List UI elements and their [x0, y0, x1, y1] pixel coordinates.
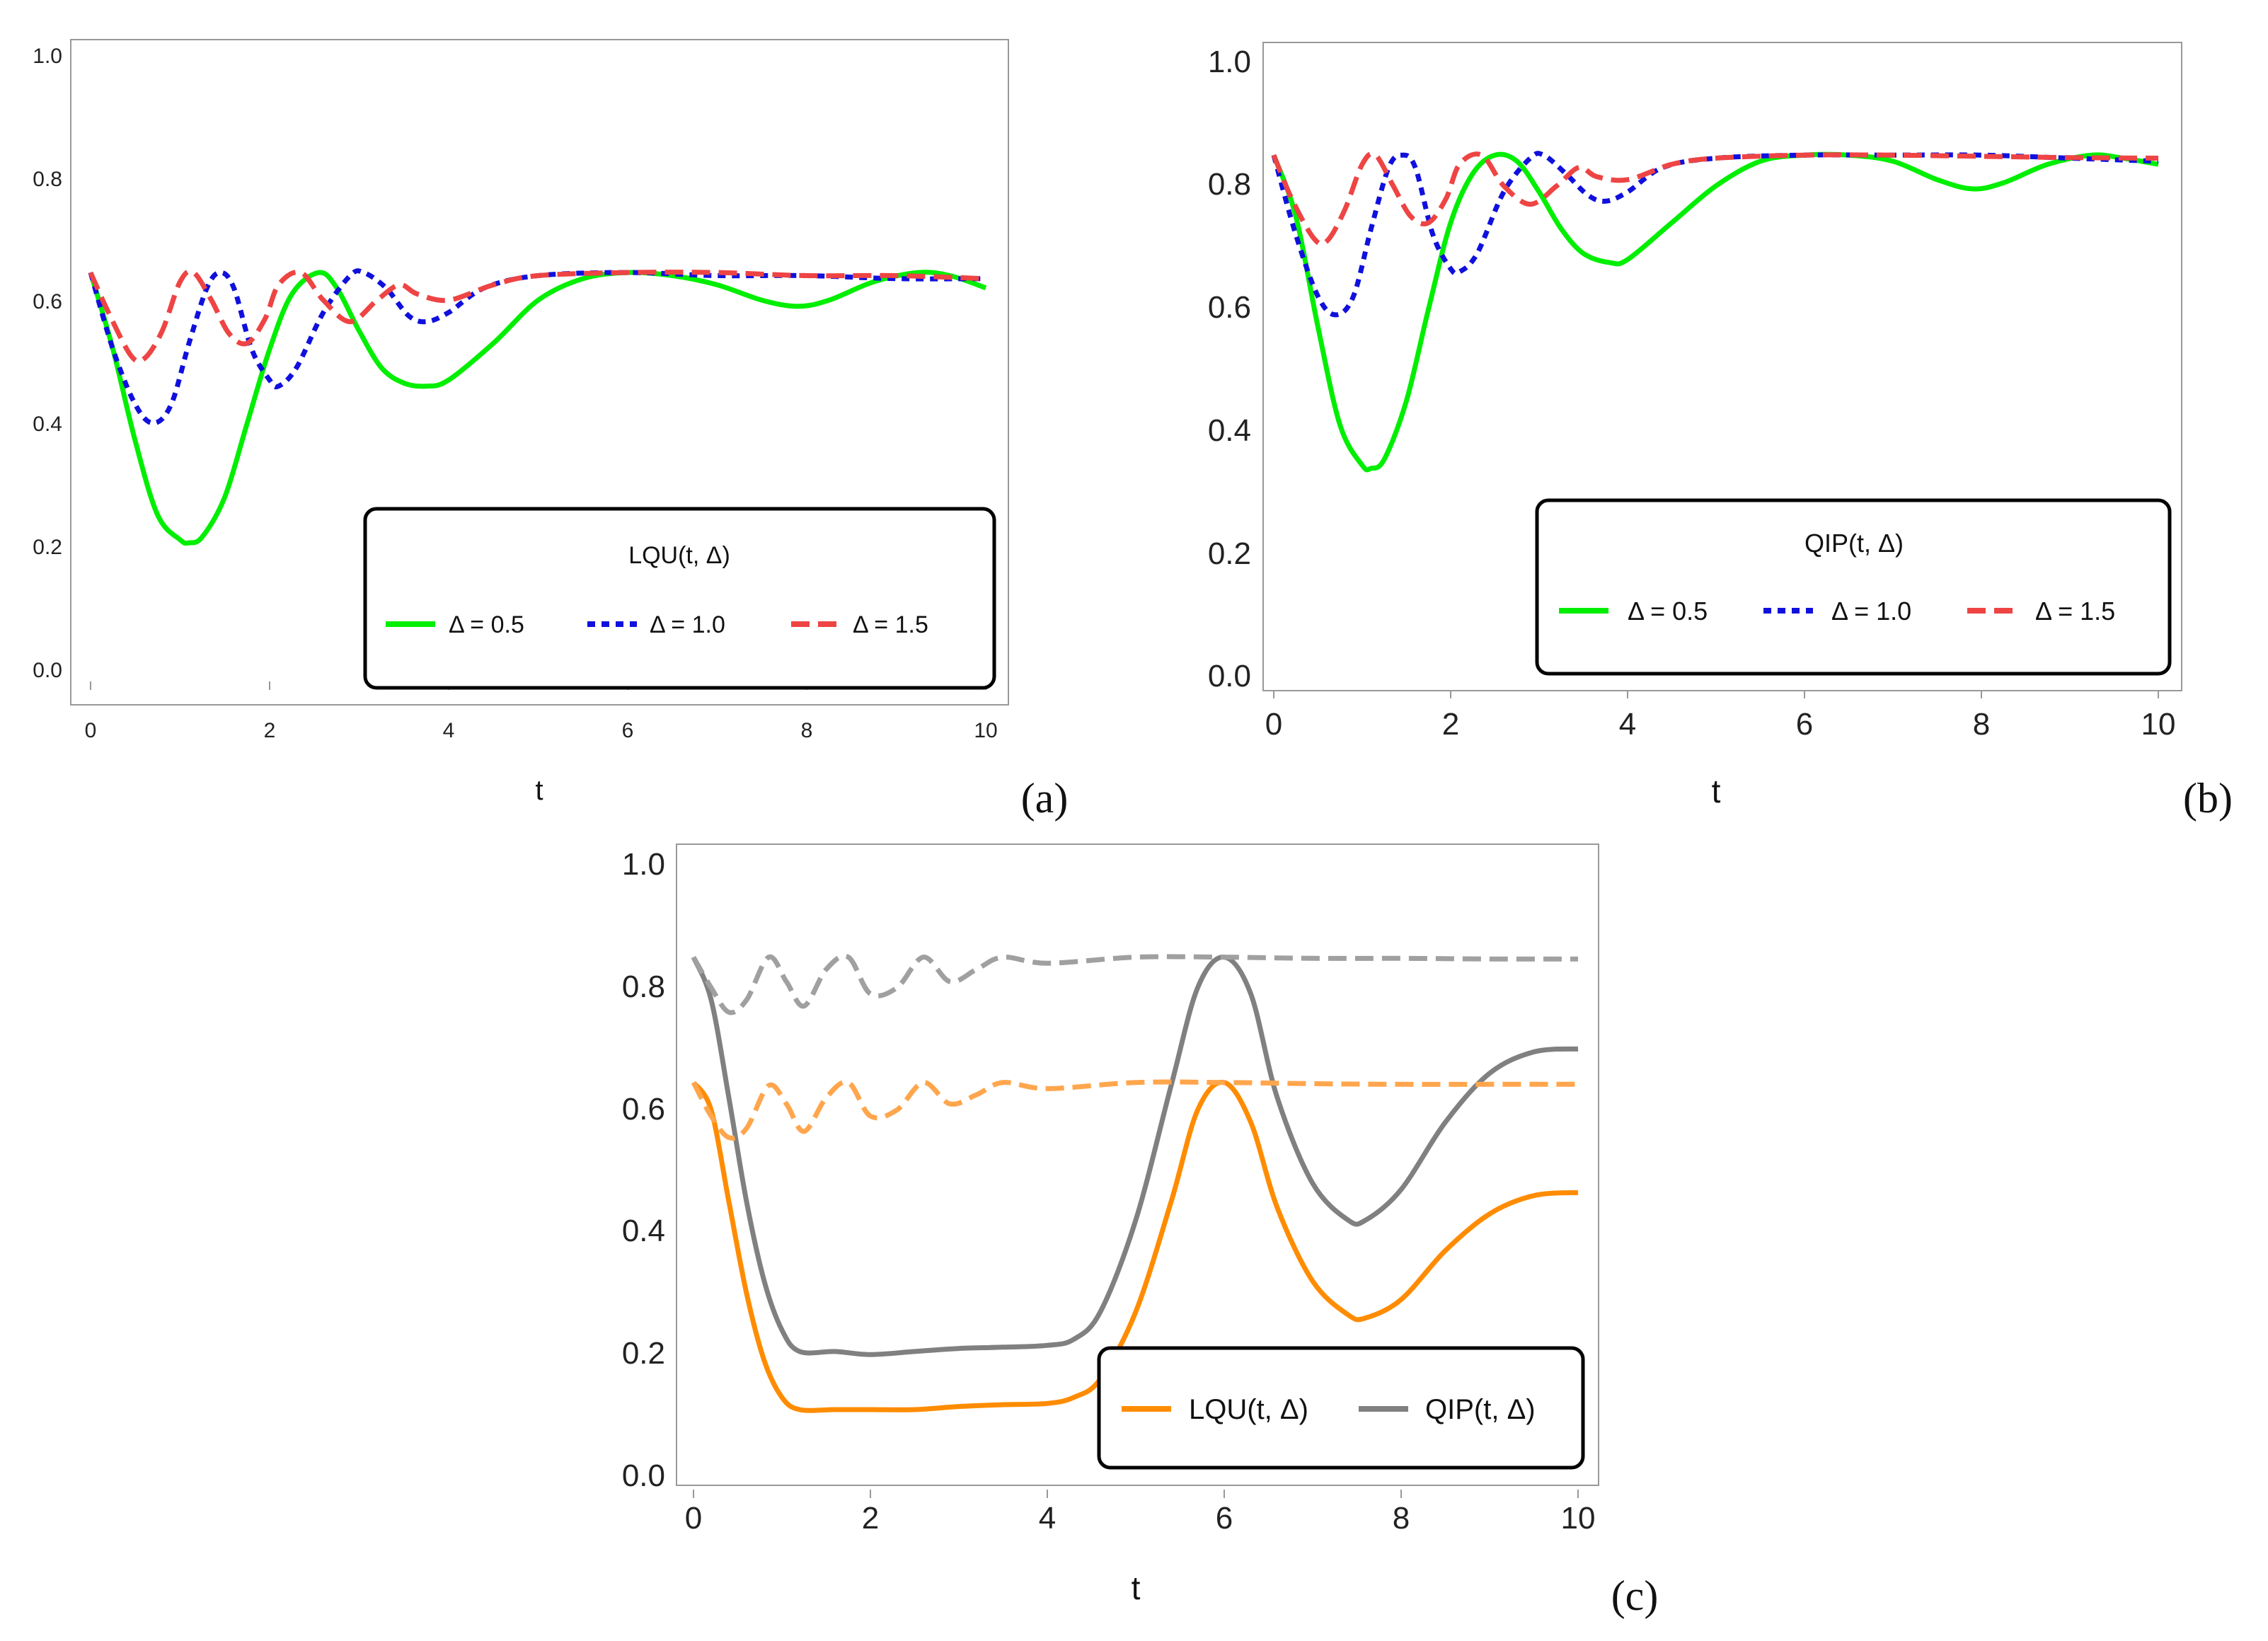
legend-entry-label: Δ = 0.5: [1628, 597, 1708, 626]
series-line-lqu-t-: [691, 1079, 1579, 1413]
y-tick-label: 0.8: [1208, 167, 1251, 202]
x-tick-label: 10: [1561, 1501, 1596, 1536]
series-line--0-5: [1271, 151, 2159, 473]
x-tick-label: 4: [1039, 1501, 1056, 1536]
y-tick-label: 0.2: [622, 1336, 665, 1371]
plot-frame: [70, 39, 1009, 706]
legend-entry-label: Δ = 1.5: [853, 611, 928, 638]
x-tick-label: 6: [1216, 1501, 1233, 1536]
x-axis-label: t: [1132, 1570, 1141, 1606]
legend-box: [1097, 1346, 1585, 1470]
x-tick-labels: 0 2 4 6 8 10: [1265, 707, 2176, 742]
legend-entry-label: LQU(t, Δ): [1189, 1394, 1308, 1425]
legend-entry-label: Δ = 0.5: [449, 611, 524, 638]
x-tick-labels: 0 2 4 6 8 10: [85, 719, 998, 742]
series-layer: [1271, 151, 2159, 698]
y-tick-label: 0.6: [1208, 290, 1251, 325]
y-tick-label: 0.2: [33, 536, 62, 559]
series-line-qip-t-: [691, 955, 1579, 1357]
panel-label: (b): [2183, 775, 2233, 822]
x-tick-labels: 0 2 4 6 8 10: [685, 1501, 1596, 1536]
y-tick-label: 1.0: [1208, 45, 1251, 79]
y-tick-label: 0.2: [1208, 536, 1251, 571]
x-tick-label: 6: [622, 719, 634, 742]
legend-entry-label: Δ = 1.5: [2035, 597, 2115, 626]
y-tick-label: 0.4: [1208, 413, 1251, 448]
x-tick-label: 4: [1619, 707, 1636, 742]
x-tick-label: 0: [685, 1501, 702, 1536]
legend-entry-label: QIP(t, Δ): [1425, 1394, 1536, 1425]
series-line-qip-dashed: [691, 953, 1579, 1015]
y-tick-label: 0.4: [622, 1214, 665, 1248]
x-tick-label: 0: [85, 719, 97, 742]
y-tick-label: 0.6: [33, 290, 62, 313]
legend-entry-label: Δ = 1.0: [1831, 597, 1911, 626]
panel-label: (a): [1021, 775, 1069, 822]
y-tick-label: 0.8: [33, 168, 62, 191]
y-tick-labels: 0.0 0.2 0.4 0.6 0.8 1.0: [622, 847, 665, 1493]
series-line--1-0: [88, 268, 986, 426]
plot-frame: [676, 843, 1599, 1486]
legend: QIP(t, Δ) Δ = 0.5 Δ = 1.0 Δ = 1.5: [1535, 498, 2172, 676]
plot-frame: [1262, 42, 2182, 691]
series-layer: [691, 953, 1579, 1498]
legend-title: QIP(t, Δ): [1804, 529, 1904, 558]
x-tick-label: 0: [1265, 707, 1282, 742]
panel-label: (c): [1611, 1572, 1659, 1619]
series-line--1-5: [1271, 151, 2159, 247]
panel-a: 0.0 0.2 0.4 0.6 0.8 1.0 0 2 4 6 8 10 t (…: [33, 39, 1069, 822]
y-tick-label: 0.8: [622, 969, 665, 1004]
y-tick-label: 0.4: [33, 413, 62, 436]
y-tick-labels: 0.0 0.2 0.4 0.6 0.8 1.0: [1208, 45, 1251, 693]
x-tick-label: 8: [801, 719, 813, 742]
y-tick-label: 0.6: [622, 1092, 665, 1127]
y-tick-labels: 0.0 0.2 0.4 0.6 0.8 1.0: [33, 45, 62, 682]
y-tick-label: 1.0: [33, 45, 62, 68]
legend-entry-label: Δ = 1.0: [650, 611, 725, 638]
series-line-lqu-dashed: [691, 1079, 1578, 1141]
x-tick-label: 2: [1442, 707, 1459, 742]
legend: LQU(t, Δ) Δ = 0.5 Δ = 1.0 Δ = 1.5: [363, 507, 996, 690]
x-tick-label: 2: [862, 1501, 879, 1536]
x-tick-label: 4: [443, 719, 455, 742]
series-line--1-0: [1271, 151, 2159, 318]
x-tick-label: 2: [264, 719, 276, 742]
legend-box: [363, 507, 996, 690]
panel-b: 0.0 0.2 0.4 0.6 0.8 1.0 0 2 4 6 8 10 t (…: [1208, 42, 2233, 822]
x-axis-label: t: [1712, 773, 1721, 810]
series-line--0-5: [88, 270, 987, 546]
legend: LQU(t, Δ) QIP(t, Δ): [1097, 1346, 1585, 1470]
y-tick-label: 0.0: [33, 659, 62, 682]
x-tick-label: 8: [1973, 707, 1990, 742]
legend-title: LQU(t, Δ): [628, 542, 730, 569]
x-axis-label: t: [535, 775, 543, 806]
y-tick-label: 0.0: [622, 1458, 665, 1493]
x-tick-label: 10: [2141, 707, 2176, 742]
x-tick-label: 10: [974, 719, 997, 742]
y-tick-label: 1.0: [622, 847, 665, 882]
x-tick-label: 8: [1393, 1501, 1410, 1536]
x-tick-label: 6: [1796, 707, 1813, 742]
y-tick-label: 0.0: [1208, 659, 1251, 693]
legend-box: [1535, 498, 2172, 676]
series-line--1-5: [88, 268, 986, 364]
panel-c: 0.0 0.2 0.4 0.6 0.8 1.0 0 2 4 6 8 10 t (…: [622, 843, 1659, 1619]
